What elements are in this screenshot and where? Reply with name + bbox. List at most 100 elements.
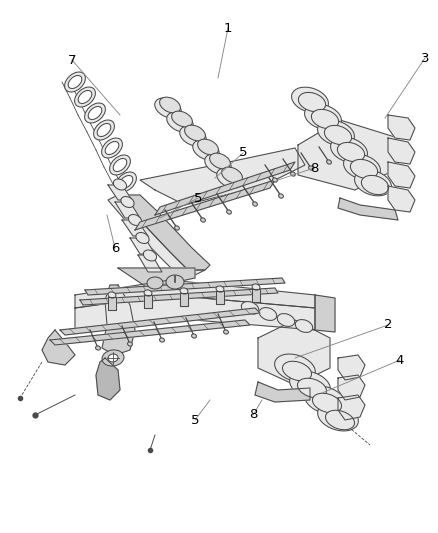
- Polygon shape: [115, 202, 140, 218]
- Ellipse shape: [167, 112, 193, 132]
- Ellipse shape: [184, 125, 205, 141]
- Polygon shape: [315, 295, 335, 332]
- Polygon shape: [388, 115, 415, 140]
- Text: 3: 3: [421, 52, 429, 64]
- Ellipse shape: [97, 124, 111, 136]
- Ellipse shape: [205, 154, 231, 174]
- Ellipse shape: [304, 386, 346, 414]
- Ellipse shape: [68, 76, 82, 88]
- Ellipse shape: [64, 72, 85, 92]
- Ellipse shape: [275, 354, 315, 382]
- Polygon shape: [135, 180, 275, 230]
- Ellipse shape: [327, 160, 332, 164]
- Ellipse shape: [298, 92, 325, 111]
- Polygon shape: [118, 268, 195, 288]
- Polygon shape: [50, 320, 250, 345]
- Ellipse shape: [119, 175, 133, 189]
- Polygon shape: [75, 295, 315, 330]
- Polygon shape: [388, 162, 415, 188]
- Ellipse shape: [295, 320, 313, 333]
- Text: 6: 6: [111, 241, 119, 254]
- Ellipse shape: [88, 107, 102, 119]
- Polygon shape: [108, 195, 205, 275]
- Ellipse shape: [110, 155, 131, 175]
- Ellipse shape: [241, 302, 259, 314]
- Ellipse shape: [226, 210, 231, 214]
- Ellipse shape: [108, 354, 118, 362]
- Ellipse shape: [325, 410, 354, 430]
- Ellipse shape: [128, 214, 141, 225]
- Polygon shape: [122, 220, 148, 236]
- Ellipse shape: [180, 288, 188, 294]
- Ellipse shape: [159, 338, 164, 342]
- Polygon shape: [108, 185, 132, 200]
- Polygon shape: [60, 308, 260, 335]
- Ellipse shape: [222, 167, 242, 183]
- Polygon shape: [42, 330, 75, 365]
- Polygon shape: [138, 255, 162, 272]
- Ellipse shape: [361, 175, 389, 195]
- Ellipse shape: [198, 139, 219, 155]
- Polygon shape: [108, 297, 116, 310]
- Ellipse shape: [94, 120, 114, 140]
- Ellipse shape: [354, 170, 392, 196]
- Ellipse shape: [318, 120, 354, 146]
- Ellipse shape: [180, 126, 206, 146]
- Text: 5: 5: [239, 147, 247, 159]
- Text: 5: 5: [191, 414, 199, 426]
- Polygon shape: [75, 280, 315, 308]
- Ellipse shape: [78, 91, 92, 103]
- Polygon shape: [80, 288, 278, 305]
- Polygon shape: [258, 320, 330, 385]
- Ellipse shape: [74, 87, 95, 107]
- Ellipse shape: [95, 346, 100, 350]
- Text: 8: 8: [249, 408, 257, 422]
- Ellipse shape: [127, 342, 132, 346]
- Ellipse shape: [102, 138, 122, 158]
- Ellipse shape: [121, 197, 134, 207]
- Ellipse shape: [325, 125, 352, 144]
- Ellipse shape: [102, 350, 124, 366]
- Ellipse shape: [291, 172, 295, 176]
- Ellipse shape: [147, 277, 163, 289]
- Ellipse shape: [116, 172, 136, 192]
- Polygon shape: [255, 382, 310, 402]
- Polygon shape: [102, 285, 135, 355]
- Polygon shape: [338, 375, 365, 400]
- Ellipse shape: [172, 111, 192, 127]
- Ellipse shape: [253, 202, 258, 206]
- Ellipse shape: [309, 166, 313, 170]
- Polygon shape: [216, 291, 224, 304]
- Ellipse shape: [252, 284, 260, 290]
- Text: 5: 5: [194, 191, 202, 205]
- Ellipse shape: [297, 378, 327, 398]
- Ellipse shape: [304, 104, 342, 130]
- Ellipse shape: [279, 194, 283, 198]
- Ellipse shape: [216, 286, 224, 292]
- Ellipse shape: [191, 334, 197, 338]
- Ellipse shape: [312, 393, 342, 413]
- Polygon shape: [144, 295, 152, 308]
- Text: 2: 2: [384, 319, 392, 332]
- Polygon shape: [180, 293, 188, 306]
- Polygon shape: [298, 120, 398, 190]
- Ellipse shape: [143, 250, 157, 261]
- Text: 8: 8: [310, 161, 318, 174]
- Polygon shape: [130, 238, 155, 254]
- Polygon shape: [85, 278, 285, 295]
- Ellipse shape: [277, 313, 295, 326]
- Text: 4: 4: [396, 353, 404, 367]
- Ellipse shape: [331, 137, 367, 163]
- Polygon shape: [118, 195, 210, 270]
- Ellipse shape: [105, 141, 119, 155]
- Ellipse shape: [175, 226, 180, 230]
- Ellipse shape: [290, 371, 330, 399]
- Ellipse shape: [155, 98, 181, 118]
- Text: 7: 7: [68, 53, 76, 67]
- Ellipse shape: [159, 97, 180, 113]
- Ellipse shape: [343, 154, 381, 180]
- Polygon shape: [338, 198, 398, 220]
- Ellipse shape: [166, 275, 184, 289]
- Ellipse shape: [108, 292, 116, 298]
- Ellipse shape: [201, 218, 205, 222]
